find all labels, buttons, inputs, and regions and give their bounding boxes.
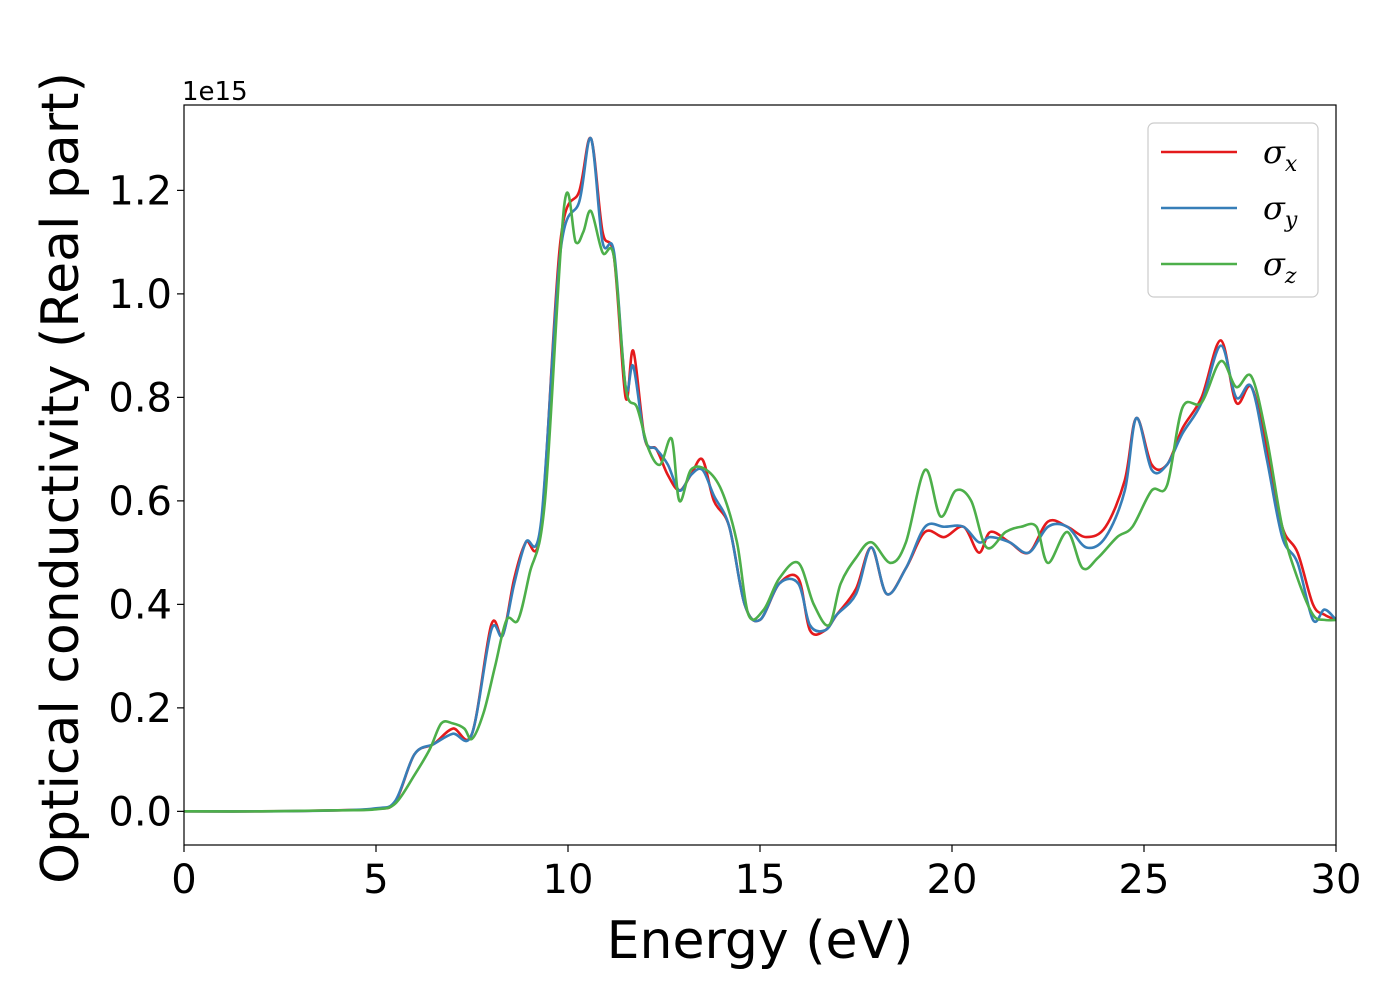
x-tick-label: 20 <box>927 857 978 903</box>
y-tick-label: 1.0 <box>108 272 172 318</box>
legend-label-x: σx <box>1263 133 1298 177</box>
x-tick-label: 5 <box>363 857 388 903</box>
y-tick-label: 0.8 <box>108 375 172 421</box>
legend-label-z: σz <box>1263 245 1297 289</box>
legend: σx σy σz <box>1147 122 1319 298</box>
x-axis-label: Energy (eV) <box>607 911 914 971</box>
x-tick-label: 10 <box>543 857 594 903</box>
series-line-y <box>184 137 1336 813</box>
x-axis: 0 5 10 15 20 25 30 <box>171 845 1361 903</box>
series-line-z <box>184 191 1336 813</box>
series-layer <box>184 136 1336 813</box>
legend-box <box>1147 122 1319 298</box>
y-tick-label: 0.2 <box>108 686 172 732</box>
y-axis-label: Optical conductivity (Real part) <box>31 72 91 884</box>
y-tick-label: 0.0 <box>108 789 172 835</box>
x-tick-label: 30 <box>1311 857 1362 903</box>
x-tick-label: 15 <box>735 857 786 903</box>
x-tick-label: 0 <box>171 857 196 903</box>
y-offset-label: 1e15 <box>182 77 248 107</box>
y-tick-label: 0.4 <box>108 582 172 628</box>
legend-label-y: σy <box>1263 189 1298 233</box>
x-tick-label: 25 <box>1119 857 1170 903</box>
y-axis: 0.0 0.2 0.4 0.6 0.8 1.0 1.2 <box>108 168 184 835</box>
y-tick-label: 1.2 <box>108 168 172 214</box>
y-tick-label: 0.6 <box>108 479 172 525</box>
